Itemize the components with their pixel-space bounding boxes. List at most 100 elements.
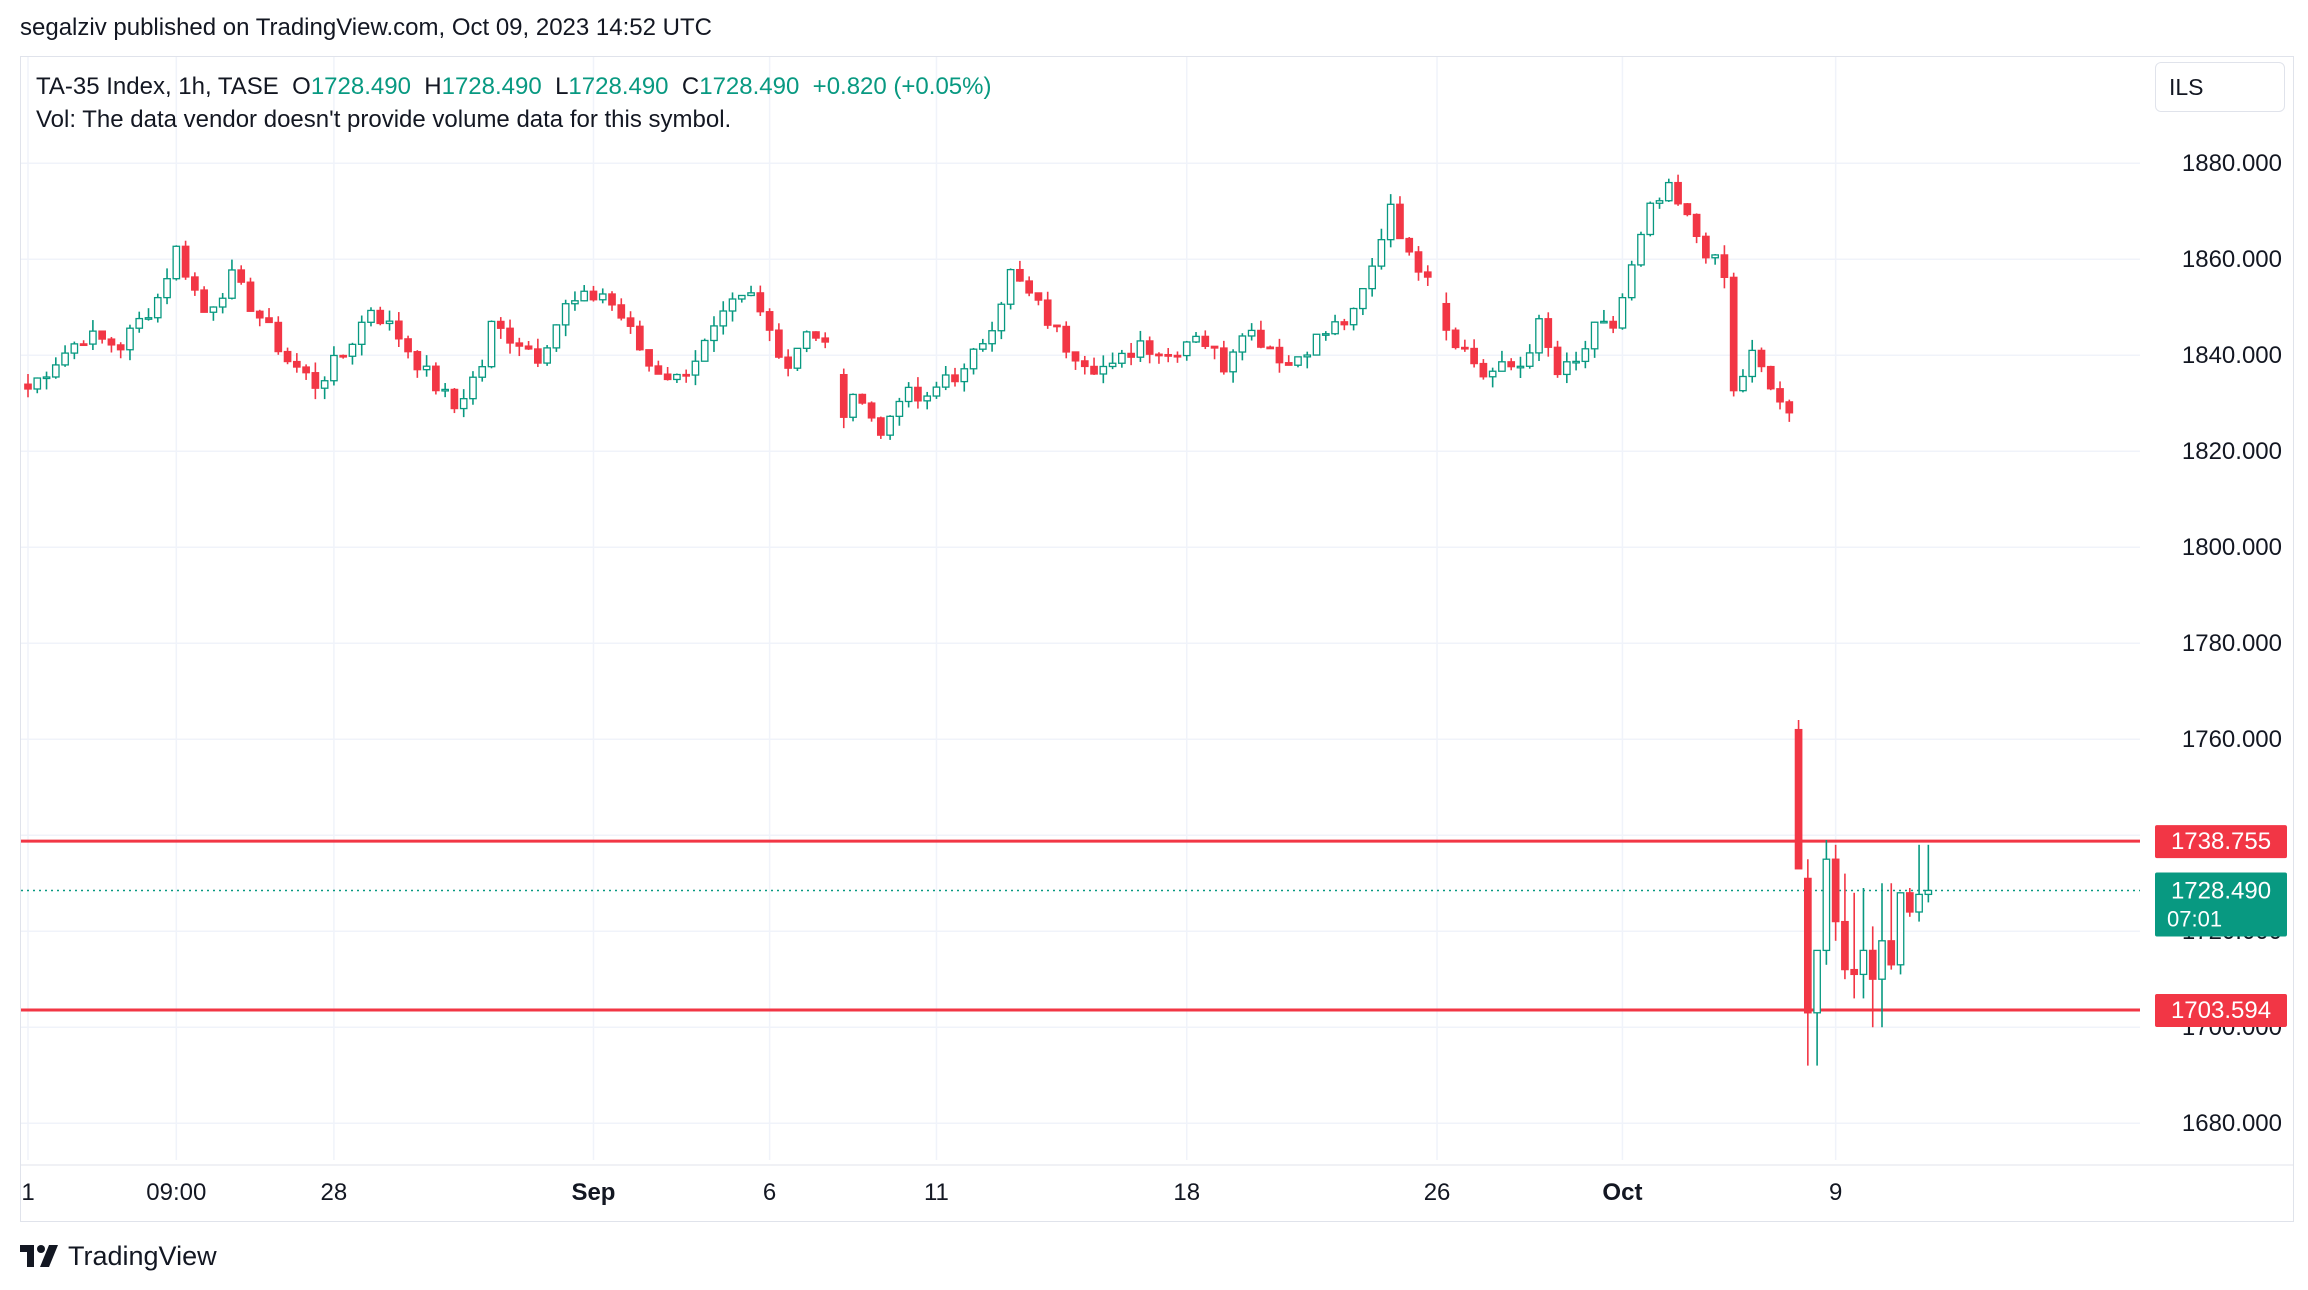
candle-body <box>1090 365 1098 375</box>
candle-body <box>79 343 88 347</box>
ohlc-legend: TA-35 Index, 1h, TASE O1728.490 H1728.49… <box>36 73 991 101</box>
candle-body <box>1238 335 1247 353</box>
candle-body <box>867 402 876 419</box>
candle-body <box>1581 348 1590 363</box>
candle-body <box>914 386 922 402</box>
candle-body <box>1609 320 1618 329</box>
candle-body <box>274 321 283 353</box>
open-value: 1728.490 <box>310 73 411 100</box>
candle-body <box>441 388 450 392</box>
candle-body <box>1053 324 1061 328</box>
candle-body <box>135 317 144 329</box>
x-tick-label: 26 <box>1424 1179 1451 1206</box>
candle-body <box>1498 361 1506 372</box>
candle-body <box>1748 349 1757 378</box>
candle-body <box>784 356 792 369</box>
candle-body <box>292 360 301 368</box>
candle-body <box>747 292 755 297</box>
candle-body <box>1479 362 1488 378</box>
currency-selector[interactable]: ILS <box>2155 62 2285 112</box>
candle-body <box>1164 353 1173 357</box>
candle-body <box>1006 268 1015 305</box>
low-value: 1728.490 <box>568 73 669 100</box>
candle-body <box>589 290 598 301</box>
candle-body <box>728 298 737 312</box>
candle-body <box>534 348 542 364</box>
y-tick-label: 1860.000 <box>2182 246 2282 273</box>
candle-body <box>1108 362 1117 368</box>
candle-body <box>218 297 227 308</box>
candle-body <box>997 303 1006 332</box>
candle-body <box>1340 321 1349 326</box>
candle-body <box>1887 940 1896 966</box>
candle-body <box>1572 360 1580 364</box>
candle-body <box>1201 335 1210 347</box>
candle-body <box>710 325 718 342</box>
level-price-badge <box>2155 825 2287 859</box>
candle-body <box>663 373 672 381</box>
candle-body <box>598 293 607 301</box>
tradingview-logo[interactable]: TradingView <box>20 1240 217 1272</box>
candle-body <box>969 348 978 370</box>
candle-body <box>1720 254 1729 278</box>
candle-body <box>24 383 32 390</box>
candle-body <box>1664 181 1673 202</box>
candle-body <box>163 278 171 299</box>
candle-body <box>923 395 932 402</box>
candle-body <box>608 293 616 306</box>
candle-body <box>756 292 765 313</box>
candle-body <box>626 317 635 327</box>
candle-body <box>682 373 691 377</box>
candles <box>24 174 1933 1066</box>
close-value: 1728.490 <box>699 73 800 100</box>
candle-body <box>70 343 79 354</box>
candle-body <box>422 365 431 371</box>
candle-body <box>330 354 338 382</box>
candle-body <box>1461 346 1469 350</box>
candle-body <box>1377 239 1386 267</box>
candle-body <box>367 309 375 323</box>
candle-body <box>1535 318 1543 354</box>
change-value: +0.820 (+0.05%) <box>812 73 992 100</box>
candle-body <box>960 368 969 383</box>
candle-body <box>988 330 996 345</box>
symbol-title[interactable]: TA-35 Index, 1h, TASE <box>36 73 279 100</box>
candle-body <box>1683 203 1692 216</box>
candle-body <box>1924 889 1933 896</box>
candle-body <box>432 365 440 392</box>
candle-body <box>116 344 125 351</box>
candle-body <box>1331 321 1339 335</box>
candle-body <box>1600 320 1608 324</box>
candle-body <box>1785 401 1794 414</box>
candle-body <box>385 320 394 325</box>
candle-body <box>1210 345 1219 349</box>
candle-body <box>1016 268 1024 282</box>
candle-body <box>339 354 348 358</box>
candle-body <box>265 317 273 324</box>
candle-body <box>1127 352 1135 358</box>
candle-body <box>1841 920 1849 971</box>
candle-body <box>126 327 134 351</box>
candle-body <box>951 374 959 383</box>
candle-body <box>1776 388 1784 403</box>
candle-body <box>1192 335 1200 343</box>
level-price-badge <box>2155 993 2287 1027</box>
candle-body <box>1414 251 1423 273</box>
candle-body <box>904 386 913 403</box>
candle-body <box>1423 271 1432 278</box>
candle-body <box>700 339 709 362</box>
candle-body <box>1275 346 1284 364</box>
candle-body <box>1080 360 1089 368</box>
candle-body <box>1025 280 1034 294</box>
candle-body <box>1182 341 1191 357</box>
candle-body <box>812 331 820 339</box>
y-tick-label: 1880.000 <box>2182 150 2282 177</box>
candle-body <box>821 337 830 343</box>
candle-body <box>1257 329 1265 348</box>
candle-body <box>1118 352 1126 364</box>
candle-body <box>1637 233 1645 266</box>
candle-body <box>107 338 116 346</box>
candle-body <box>691 360 700 376</box>
candle-body <box>1850 968 1859 976</box>
